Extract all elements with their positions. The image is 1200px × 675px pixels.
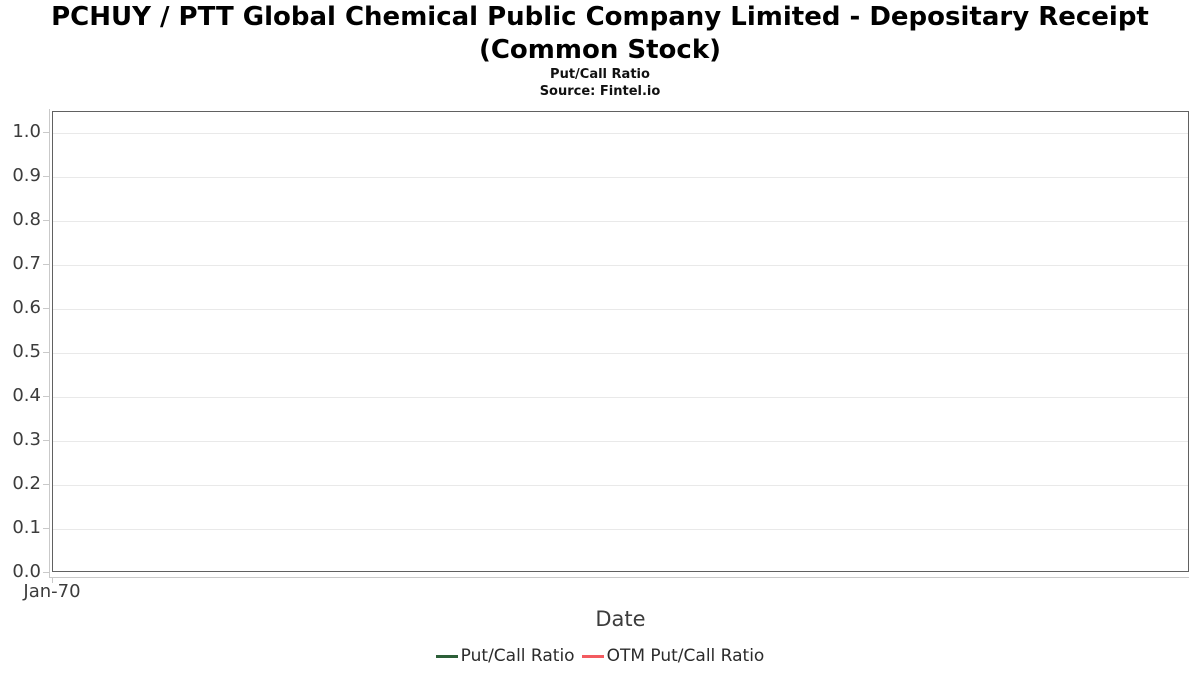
chart-title: PCHUY / PTT Global Chemical Public Compa… xyxy=(0,1,1200,67)
y-tick-mark-0.3 xyxy=(43,440,49,441)
y-axis-line xyxy=(49,109,50,578)
y-tick-label-0.6: 0.6 xyxy=(12,297,41,319)
x-tick-mark xyxy=(52,577,53,583)
chart-source-credit: Source: Fintel.io xyxy=(539,84,661,99)
y-tick-mark-1.0 xyxy=(43,132,49,133)
y-gridline-0.2 xyxy=(53,485,1188,486)
x-axis-line xyxy=(49,577,1189,578)
y-gridline-0.6 xyxy=(53,309,1188,310)
plot-area xyxy=(52,111,1189,572)
legend-item-otm-put-call-ratio[interactable]: OTM Put/Call Ratio xyxy=(581,646,765,666)
y-tick-label-0.2: 0.2 xyxy=(12,473,41,495)
y-gridline-1.0 xyxy=(53,133,1188,134)
y-tick-label-0.3: 0.3 xyxy=(12,429,41,451)
chart-title-line-2: (Common Stock) xyxy=(478,35,722,65)
chart-legend: Put/Call Ratio OTM Put/Call Ratio xyxy=(0,646,1200,666)
y-tick-mark-0.0 xyxy=(43,572,49,573)
y-gridline-0.9 xyxy=(53,177,1188,178)
y-tick-label-0.9: 0.9 xyxy=(12,165,41,187)
y-gridline-0.5 xyxy=(53,353,1188,354)
chart-subtitle: Put/Call Ratio xyxy=(550,67,650,82)
y-gridline-0.3 xyxy=(53,441,1188,442)
chart-title-line-1: PCHUY / PTT Global Chemical Public Compa… xyxy=(51,2,1149,32)
y-tick-label-0.8: 0.8 xyxy=(12,209,41,231)
y-tick-mark-0.8 xyxy=(43,220,49,221)
legend-label-put-call-ratio: Put/Call Ratio xyxy=(460,646,575,666)
y-tick-label-0.4: 0.4 xyxy=(12,385,41,407)
y-tick-mark-0.6 xyxy=(43,308,49,309)
legend-item-put-call-ratio[interactable]: Put/Call Ratio xyxy=(435,646,575,666)
x-tick-label: Jan-70 xyxy=(23,581,81,602)
y-tick-mark-0.7 xyxy=(43,264,49,265)
y-tick-mark-0.2 xyxy=(43,484,49,485)
y-tick-mark-0.5 xyxy=(43,352,49,353)
x-axis-title: Date xyxy=(595,607,646,631)
otm-put-call-ratio-line-swatch xyxy=(581,654,604,658)
y-tick-label-1.0: 1.0 xyxy=(12,121,41,143)
y-tick-mark-0.4 xyxy=(43,396,49,397)
y-tick-mark-0.9 xyxy=(43,176,49,177)
y-gridline-0.7 xyxy=(53,265,1188,266)
y-tick-label-0.1: 0.1 xyxy=(12,517,41,539)
y-gridline-0.1 xyxy=(53,529,1188,530)
y-gridline-0.4 xyxy=(53,397,1188,398)
legend-label-otm-put-call-ratio: OTM Put/Call Ratio xyxy=(606,646,765,666)
y-tick-label-0.5: 0.5 xyxy=(12,341,41,363)
y-tick-mark-0.1 xyxy=(43,528,49,529)
put-call-ratio-line-swatch xyxy=(435,654,458,658)
y-tick-label-0.0: 0.0 xyxy=(12,561,41,583)
y-gridline-0.8 xyxy=(53,221,1188,222)
y-tick-label-0.7: 0.7 xyxy=(12,253,41,275)
